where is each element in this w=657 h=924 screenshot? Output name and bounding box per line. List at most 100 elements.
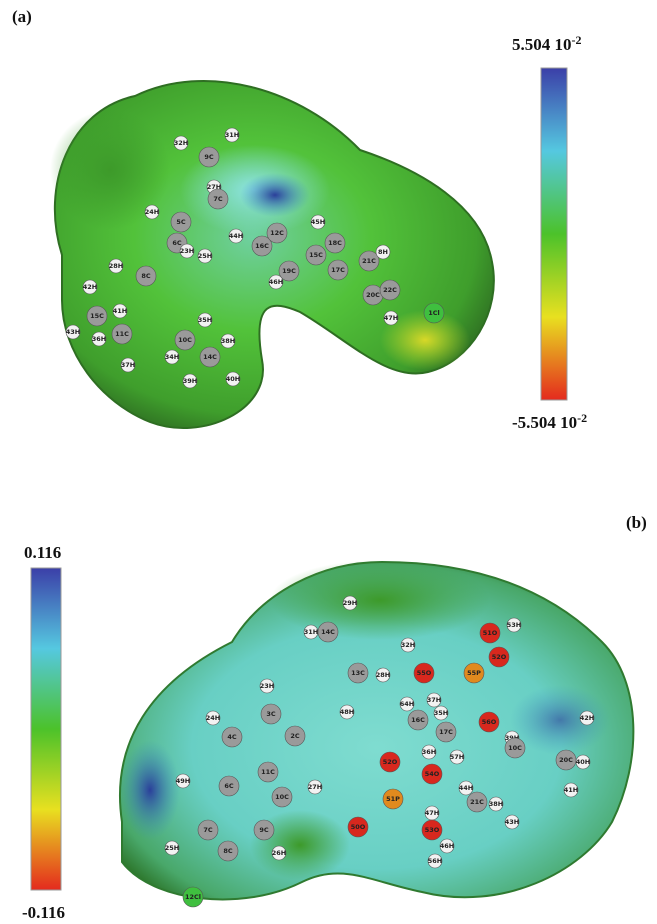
atom-label: 10C [275, 793, 289, 801]
atoms: 31H32H9C27H7C24H5C6C23H25H44H16C12C45H18… [65, 127, 595, 908]
atom-label: 16C [411, 716, 425, 724]
atom-label: 27H [308, 783, 323, 791]
atom-label: 53H [507, 621, 522, 629]
scale-max: 5.504 10-2 [512, 33, 582, 54]
atom-label: 23H [180, 247, 195, 255]
atom [251, 235, 273, 257]
atom-label: 23H [260, 682, 275, 690]
atom [305, 244, 327, 266]
atom-label: 64H [400, 700, 415, 708]
atom [182, 886, 204, 908]
atom-label: 29H [343, 599, 358, 607]
atom [199, 346, 221, 368]
atom-label: 36H [422, 748, 437, 756]
atom [339, 704, 355, 720]
atom [207, 188, 229, 210]
atom-label: 19C [282, 267, 296, 275]
color-scale [540, 67, 568, 401]
atom-label: 51P [386, 795, 400, 803]
atom [175, 773, 191, 789]
atom [108, 258, 124, 274]
atom [307, 779, 323, 795]
atom [478, 711, 500, 733]
atom-label: 45H [311, 218, 326, 226]
atom-label: 38H [221, 337, 236, 345]
atom [379, 279, 401, 301]
atom [421, 819, 443, 841]
atom-label: 52O [383, 758, 398, 766]
atom-label: 57H [450, 753, 465, 761]
atom-label: 41H [564, 786, 579, 794]
atom [504, 737, 526, 759]
atom-label: 46H [269, 278, 284, 286]
surface-shade [250, 810, 350, 880]
atom-label: 20C [559, 756, 573, 764]
atom-label: 56O [482, 718, 497, 726]
atom [433, 705, 449, 721]
atom-label: 26H [272, 849, 287, 857]
atom-label: 37H [427, 696, 442, 704]
atom-label: 42H [83, 283, 98, 291]
atom [218, 775, 240, 797]
atom-label: 21C [470, 798, 484, 806]
scale-exponent: -2 [572, 33, 582, 47]
atom-label: 10C [178, 336, 192, 344]
atom-label: 36H [92, 335, 107, 343]
atom-label: 6C [172, 239, 182, 247]
atom-label: 43H [505, 818, 520, 826]
atom [421, 763, 443, 785]
atom-label: 34H [165, 353, 180, 361]
atom [399, 696, 415, 712]
atom-label: 18C [328, 239, 342, 247]
atom [65, 324, 81, 340]
scale-max: 0.116 [24, 543, 61, 562]
color-scale [30, 567, 62, 891]
atom-label: 7C [203, 826, 213, 834]
atom [164, 349, 180, 365]
atom-label: 16C [255, 242, 269, 250]
atom [347, 816, 369, 838]
atom [479, 622, 501, 644]
atom [375, 667, 391, 683]
atom-label: 1Cl [428, 309, 440, 317]
atom [259, 678, 275, 694]
negative-region [380, 310, 470, 370]
atom-label: 32H [174, 139, 189, 147]
atom [439, 838, 455, 854]
atom [458, 780, 474, 796]
atom [120, 357, 136, 373]
positive-region [240, 173, 310, 217]
atom-label: 25H [165, 844, 180, 852]
atom [383, 310, 399, 326]
atom-label: 9C [259, 826, 269, 834]
atom [342, 595, 358, 611]
atom-label: 24H [145, 208, 160, 216]
atom-label: 8C [223, 847, 233, 855]
atom [111, 323, 133, 345]
atom-label: 25H [198, 252, 213, 260]
atom [278, 260, 300, 282]
surface-shade [50, 110, 170, 230]
atom [174, 329, 196, 351]
atom [421, 744, 437, 760]
scale-base: 5.504 10 [512, 35, 572, 54]
atom [260, 703, 282, 725]
atom-label: 10C [508, 744, 522, 752]
atom [579, 710, 595, 726]
atom [198, 146, 220, 168]
atom [563, 782, 579, 798]
atom-label: 56H [428, 857, 443, 865]
atom [170, 211, 192, 233]
atom [407, 709, 429, 731]
atom [197, 312, 213, 328]
surface-shade [270, 560, 490, 640]
atom [228, 228, 244, 244]
atom [423, 302, 445, 324]
atom-label: 2C [290, 732, 300, 740]
atom-label: 11C [115, 330, 129, 338]
atom-label: 32H [401, 641, 416, 649]
atom [197, 819, 219, 841]
atom [435, 721, 457, 743]
atom-label: 11C [261, 768, 275, 776]
atom [144, 204, 160, 220]
